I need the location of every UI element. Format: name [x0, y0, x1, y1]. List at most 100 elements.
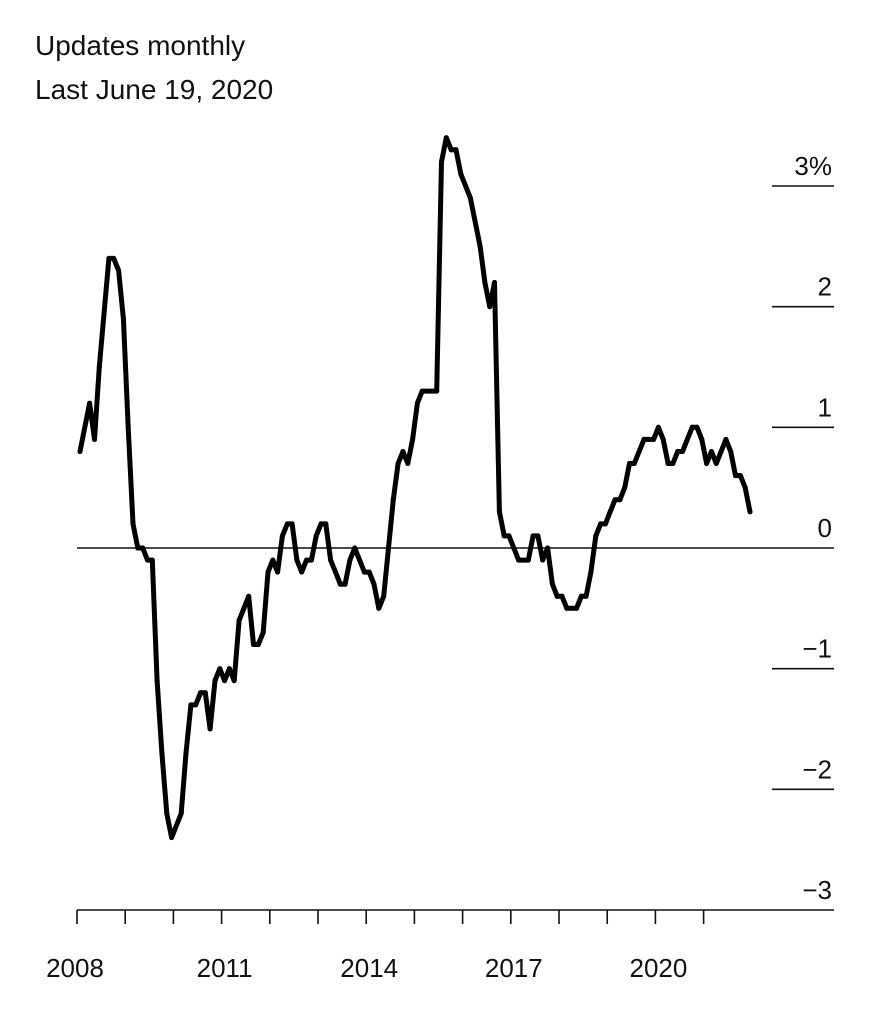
data-point	[178, 811, 184, 816]
data-point	[496, 509, 502, 515]
data-point	[742, 485, 748, 491]
y-tick-label-minus-1: −1	[802, 634, 832, 664]
data-point	[193, 702, 199, 708]
x-tick-label-2014: 2014	[340, 953, 398, 983]
data-point	[289, 521, 295, 527]
data-point	[574, 605, 579, 611]
data-point	[183, 750, 189, 756]
data-point	[323, 521, 329, 527]
data-point	[627, 461, 632, 466]
y-tick-label-minus-2: −2	[802, 754, 832, 784]
data-point	[535, 533, 541, 539]
data-point	[564, 605, 570, 611]
data-point	[260, 630, 266, 635]
data-point	[381, 593, 387, 599]
series-points-1	[77, 135, 753, 841]
data-point	[357, 557, 363, 563]
data-point	[516, 557, 522, 563]
data-point	[467, 195, 473, 201]
data-point	[728, 449, 734, 454]
x-tick-label-2020: 2020	[629, 953, 687, 983]
data-point	[87, 400, 93, 406]
data-point	[631, 461, 637, 466]
data-point	[337, 581, 343, 587]
data-point	[222, 678, 228, 684]
data-point	[376, 605, 382, 611]
data-point	[453, 147, 459, 153]
y-tick-label-2: 2	[818, 272, 832, 302]
data-point	[188, 702, 194, 708]
data-point	[414, 400, 420, 406]
data-point	[429, 388, 435, 394]
data-point	[313, 533, 319, 539]
series-line-1	[77, 135, 753, 841]
data-point	[549, 581, 555, 587]
data-point	[525, 557, 531, 563]
x-tick-label-2008: 2008	[46, 953, 104, 983]
data-point	[737, 473, 743, 479]
data-point	[318, 521, 324, 527]
data-point	[598, 521, 604, 527]
data-point	[270, 557, 276, 563]
data-point	[159, 750, 165, 756]
data-point	[212, 678, 218, 684]
data-point	[130, 521, 136, 527]
data-point	[366, 569, 372, 575]
data-point	[733, 473, 738, 479]
data-point	[347, 557, 353, 563]
data-point	[395, 461, 401, 466]
data-point	[694, 424, 700, 430]
data-point	[684, 436, 690, 442]
data-point	[545, 545, 551, 551]
data-point	[275, 569, 281, 575]
data-point	[231, 678, 237, 684]
data-point	[246, 593, 252, 599]
data-point	[135, 545, 141, 551]
data-point	[675, 449, 681, 454]
data-point	[116, 268, 122, 273]
x-axis: 2008 2011 2014 2017 2020	[46, 909, 834, 983]
data-point	[265, 569, 271, 575]
plot-area	[77, 135, 834, 841]
data-point	[651, 436, 657, 442]
data-point	[217, 666, 223, 672]
data-point	[689, 424, 695, 430]
data-point	[140, 545, 146, 551]
data-point	[149, 557, 155, 563]
data-point	[226, 666, 232, 672]
data-point	[583, 593, 589, 599]
y-tick-label-3: 3%	[794, 151, 832, 181]
data-point	[636, 449, 642, 454]
data-point	[559, 593, 565, 599]
data-point	[255, 642, 261, 647]
data-point	[299, 569, 305, 575]
data-point	[294, 557, 300, 563]
y-tick-label-0: 0	[818, 513, 832, 543]
data-point	[578, 593, 584, 599]
data-point	[680, 449, 685, 454]
data-point	[361, 569, 367, 575]
data-point	[660, 436, 666, 442]
data-point	[125, 424, 131, 430]
data-point	[501, 533, 507, 539]
data-point	[120, 316, 126, 322]
data-point	[487, 304, 493, 310]
data-point	[284, 521, 290, 527]
y-axis: 3% 2 1 0 −1 −2 −3	[772, 151, 834, 905]
data-point	[342, 581, 348, 587]
data-point	[111, 255, 117, 261]
y-tick-label-1: 1	[818, 392, 832, 422]
data-point	[622, 485, 628, 491]
data-point	[747, 509, 753, 515]
data-point	[723, 436, 729, 442]
data-point	[607, 509, 613, 515]
data-point	[506, 533, 512, 539]
data-point	[602, 521, 608, 527]
data-point	[439, 159, 444, 165]
data-point	[670, 461, 676, 466]
data-point	[96, 364, 102, 370]
data-point	[641, 436, 647, 442]
data-point	[713, 461, 719, 466]
data-point	[400, 449, 406, 454]
